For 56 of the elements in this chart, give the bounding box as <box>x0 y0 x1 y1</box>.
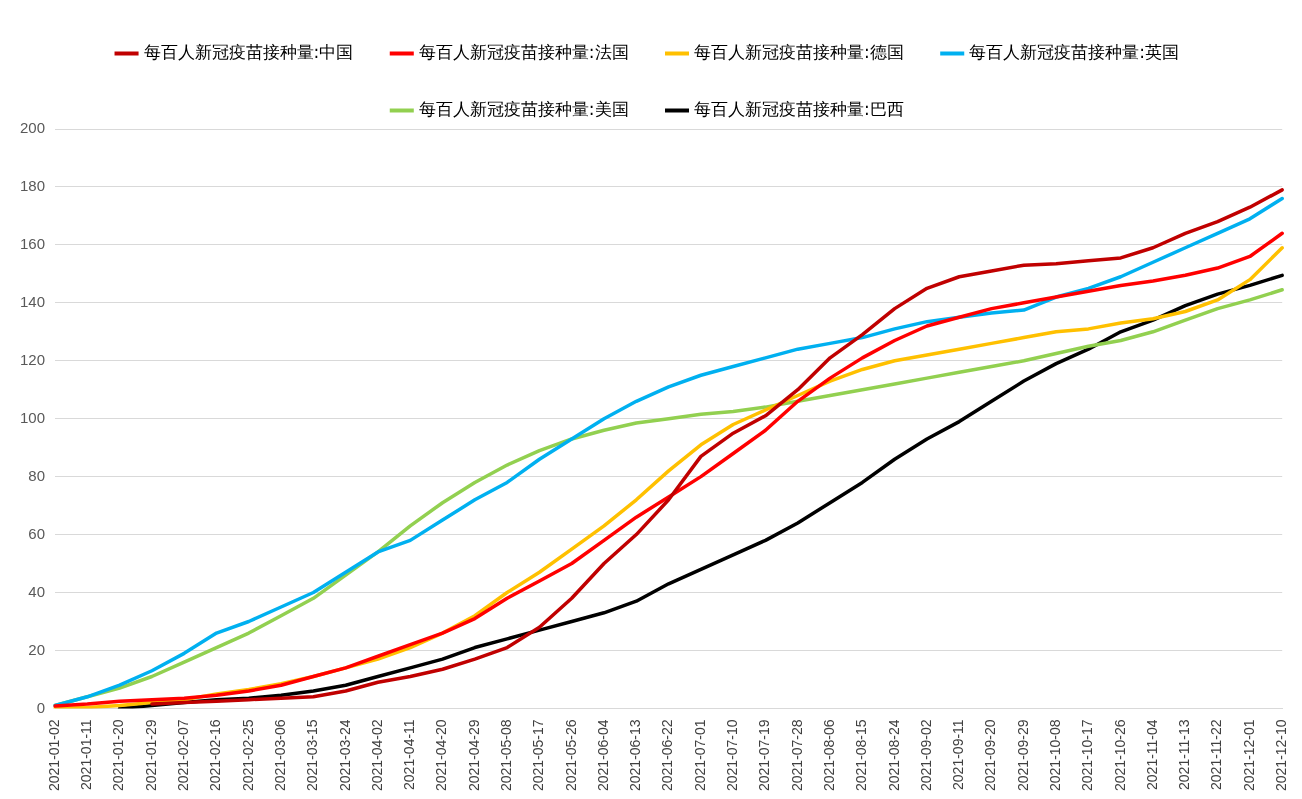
x-tick-label: 2021-09-20 <box>982 719 999 792</box>
x-tick-label: 2021-09-02 <box>917 719 934 792</box>
x-tick-label: 2021-04-02 <box>368 719 385 792</box>
legend-label: 每百人新冠疫苗接种量:巴西 <box>694 98 904 119</box>
x-tick-label: 2021-10-17 <box>1079 719 1096 792</box>
y-tick-label: 40 <box>28 582 46 600</box>
x-tick-label: 2021-03-24 <box>336 719 353 792</box>
legend-label: 每百人新冠疫苗接种量:中国 <box>143 41 354 62</box>
x-tick-label: 2021-06-22 <box>659 719 676 792</box>
x-tick-label: 2021-06-13 <box>627 719 644 792</box>
x-tick-label: 2021-11-04 <box>1143 719 1160 790</box>
y-tick-label: 160 <box>20 235 46 253</box>
x-tick-label: 2021-03-15 <box>304 719 321 792</box>
x-tick-label: 2021-02-07 <box>175 719 192 792</box>
legend-label: 每百人新冠疫苗接种量:德国 <box>694 41 904 62</box>
x-tick-label: 2021-01-20 <box>110 719 127 792</box>
x-tick-label: 2021-05-08 <box>498 719 514 792</box>
y-tick-label: 100 <box>20 408 46 426</box>
x-tick-label: 2021-09-29 <box>1014 719 1031 792</box>
x-tick-label: 2021-07-19 <box>756 719 773 792</box>
x-tick-label: 2021-08-06 <box>820 719 837 792</box>
x-tick-label: 2021-07-10 <box>724 719 741 792</box>
x-tick-label: 2021-09-11 <box>950 719 967 790</box>
x-tick-label: 2021-04-29 <box>465 719 482 792</box>
x-tick-label: 2021-07-01 <box>691 719 708 792</box>
x-tick-label: 2021-10-08 <box>1047 719 1063 792</box>
y-tick-label: 180 <box>20 177 46 195</box>
y-tick-label: 140 <box>20 292 46 310</box>
x-tick-label: 2021-12-01 <box>1240 719 1257 792</box>
x-tick-label: 2021-02-16 <box>207 719 224 792</box>
y-tick-label: 60 <box>28 524 46 542</box>
x-tick-label: 2021-07-28 <box>788 719 805 792</box>
legend-label: 每百人新冠疫苗接种量:法国 <box>418 41 629 62</box>
x-tick-label: 2021-03-06 <box>271 719 288 792</box>
x-tick-label: 2021-05-17 <box>530 719 547 792</box>
x-tick-label: 2021-06-04 <box>594 719 611 792</box>
legend-label: 每百人新冠疫苗接种量:美国 <box>418 98 629 119</box>
x-tick-label: 2021-01-02 <box>45 719 62 792</box>
x-tick-label: 2021-05-26 <box>562 719 579 792</box>
y-tick-label: 200 <box>20 119 46 137</box>
x-tick-label: 2021-02-25 <box>239 719 256 792</box>
x-tick-label: 2021-01-29 <box>142 719 159 792</box>
x-tick-label: 2021-12-10 <box>1273 719 1290 792</box>
x-tick-label: 2021-04-20 <box>433 719 450 792</box>
x-tick-label: 2021-10-26 <box>1111 719 1128 792</box>
x-tick-label: 2021-08-15 <box>853 719 870 792</box>
legend-label: 每百人新冠疫苗接种量:英国 <box>969 41 1179 62</box>
y-tick-label: 20 <box>28 640 46 658</box>
x-tick-label: 2021-04-11 <box>401 719 418 790</box>
x-tick-label: 2021-01-11 <box>78 719 95 790</box>
x-tick-label: 2021-11-22 <box>1208 719 1225 790</box>
y-tick-label: 0 <box>36 698 46 716</box>
y-tick-label: 120 <box>20 350 46 368</box>
y-tick-label: 80 <box>28 466 46 484</box>
x-tick-label: 2021-11-13 <box>1176 719 1193 790</box>
x-tick-label: 2021-08-24 <box>885 719 902 792</box>
